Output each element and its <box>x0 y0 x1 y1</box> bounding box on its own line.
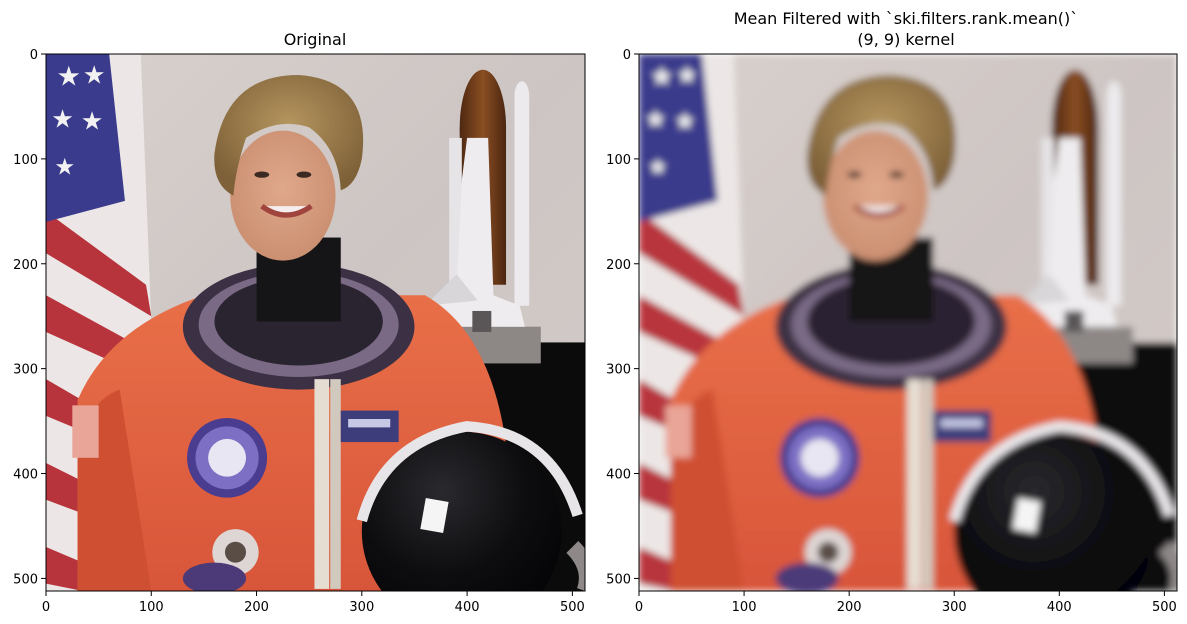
y-tick-label-filtered: 500 <box>606 572 631 587</box>
x-tick-label-original: 500 <box>560 600 585 615</box>
x-tick-label-original: 400 <box>455 600 480 615</box>
panel-title-original: Original <box>284 30 347 49</box>
x-tick-label-filtered: 200 <box>837 600 862 615</box>
panel-title-filtered-line1: Mean Filtered with `ski.filters.rank.mea… <box>734 9 1079 28</box>
y-tick-label-filtered: 200 <box>606 258 631 273</box>
axis-ticks-original: 0 100 200 300 400 500 0 100 200 300 400 500 <box>13 48 585 615</box>
x-tick-label-filtered: 100 <box>732 600 757 615</box>
image-mean-filtered <box>639 54 1179 624</box>
y-tick-label-filtered: 400 <box>606 468 631 483</box>
x-tick-label-original: 300 <box>349 600 374 615</box>
y-tick-label-original: 200 <box>13 258 38 273</box>
x-tick-label-filtered: 500 <box>1152 600 1177 615</box>
panel-original: Original 0 100 200 300 400 500 0 100 200 300 400 50… <box>13 30 587 624</box>
y-tick-label-original: 500 <box>13 572 38 587</box>
axes-frame-filtered <box>638 53 1178 592</box>
y-tick-label-original: 400 <box>13 468 38 483</box>
x-tick-label-original: 0 <box>42 600 50 615</box>
axes-frame-original <box>45 53 586 592</box>
image-original <box>46 54 587 624</box>
y-tick-label-original: 300 <box>13 363 38 378</box>
x-tick-label-filtered: 400 <box>1047 600 1072 615</box>
y-tick-label-original: 0 <box>30 48 38 63</box>
panel-title-filtered-line2: (9, 9) kernel <box>857 30 954 49</box>
x-tick-label-filtered: 300 <box>942 600 967 615</box>
panel-mean-filtered: Mean Filtered with `ski.filters.rank.mea… <box>606 9 1179 624</box>
x-tick-label-original: 100 <box>139 600 164 615</box>
x-tick-label-filtered: 0 <box>635 600 643 615</box>
y-tick-label-original: 100 <box>13 153 38 168</box>
axis-ticks-filtered: 0 100 200 300 400 500 0 100 200 300 400 500 <box>606 48 1177 615</box>
y-tick-label-filtered: 0 <box>623 48 631 63</box>
y-tick-label-filtered: 300 <box>606 363 631 378</box>
x-tick-label-original: 200 <box>244 600 269 615</box>
y-tick-label-filtered: 100 <box>606 153 631 168</box>
